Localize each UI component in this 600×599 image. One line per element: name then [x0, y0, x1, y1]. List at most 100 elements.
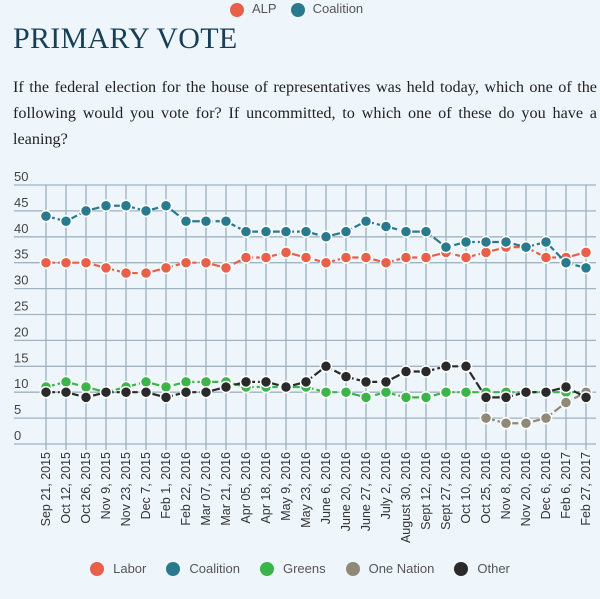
legend-label: Coalition [312, 1, 364, 16]
legend-item-labor[interactable]: Labor [90, 561, 146, 576]
legend-dot-icon [454, 561, 469, 576]
survey-question: If the federal election for the house of… [13, 78, 597, 148]
data-point-greens [439, 385, 453, 399]
top-legend-item-alp[interactable]: ALP [230, 1, 277, 17]
data-point-labor [279, 246, 293, 259]
x-tick-label: August 30, 2016 [399, 452, 413, 543]
data-point-labor [399, 251, 413, 264]
data-point-coalition [559, 256, 573, 269]
data-point-labor [339, 251, 353, 264]
legend-item-one-nation[interactable]: One Nation [345, 561, 435, 576]
x-tick-label: June 6, 2016 [319, 452, 333, 524]
data-point-coalition [339, 225, 353, 238]
data-point-other [339, 370, 353, 383]
data-point-coalition [379, 220, 393, 233]
legend-dot-icon [345, 561, 360, 576]
data-point-other [239, 375, 253, 389]
data-point-greens [59, 375, 73, 389]
data-point-labor [299, 251, 313, 264]
x-tick-label: Apr 18, 2016 [259, 452, 273, 524]
y-tick-label: 40 [14, 221, 28, 236]
x-tick-label: Nov 8, 2016 [499, 452, 513, 519]
x-tick-label: Feb 6, 2017 [559, 452, 573, 519]
data-point-labor [239, 251, 253, 264]
data-point-greens [179, 375, 193, 389]
data-point-labor [39, 256, 53, 269]
data-point-coalition [439, 240, 453, 254]
x-tick-label: Sep 21, 2015 [39, 452, 53, 526]
x-tick-label: Feb 1, 2016 [159, 452, 173, 519]
legend-label: Greens [282, 561, 326, 576]
y-tick-label: 0 [14, 428, 21, 443]
data-point-labor [199, 256, 213, 269]
x-tick-label: Sept 12, 2016 [419, 452, 433, 530]
data-point-other [139, 385, 153, 399]
data-point-greens [419, 391, 433, 404]
data-point-one-nation [559, 396, 573, 409]
data-point-greens [139, 375, 153, 389]
data-point-other [99, 385, 113, 399]
data-point-other [459, 360, 473, 373]
data-point-coalition [119, 199, 133, 212]
data-point-coalition [239, 225, 253, 238]
chart-legend: Labor Coalition Greens One Nation Other [0, 561, 600, 576]
legend-label: Coalition [189, 561, 240, 576]
data-point-labor [99, 261, 113, 275]
data-point-coalition [259, 225, 273, 238]
data-point-greens [319, 385, 333, 399]
data-point-other [319, 360, 333, 373]
y-tick-label: 20 [14, 324, 28, 339]
data-point-other [59, 385, 73, 399]
legend-item-other[interactable]: Other [454, 561, 510, 576]
data-point-labor [119, 266, 133, 280]
legend-item-coalition[interactable]: Coalition [166, 561, 240, 576]
series-line-labor [46, 246, 587, 275]
data-point-coalition [499, 235, 513, 249]
data-point-other [119, 385, 133, 399]
data-point-other [559, 380, 573, 394]
y-tick-label: 10 [14, 376, 28, 391]
top-legend-item-coalition[interactable]: Coalition [290, 1, 364, 17]
legend-dot-icon [90, 561, 105, 576]
data-point-other [159, 391, 173, 404]
x-tick-label: Nov 20, 2016 [519, 452, 533, 526]
data-point-other [259, 375, 273, 389]
data-point-greens [339, 385, 353, 399]
y-tick-label: 45 [14, 195, 28, 210]
data-point-one-nation [539, 411, 553, 425]
legend-dot-icon [259, 561, 274, 576]
data-point-coalition [579, 261, 593, 275]
x-tick-label: Mar 07, 2016 [199, 452, 213, 526]
x-tick-label: July 2, 2016 [379, 452, 393, 519]
legend-label: One Nation [368, 561, 435, 576]
data-point-other [439, 360, 453, 373]
data-point-coalition [139, 204, 153, 218]
legend-dot-icon [230, 2, 244, 17]
data-point-labor [479, 246, 493, 259]
x-tick-label: June 27, 2016 [359, 452, 373, 531]
data-point-coalition [99, 199, 113, 212]
x-tick-label: May 9, 2016 [279, 452, 293, 521]
data-point-labor [359, 251, 373, 264]
x-tick-label: June 20, 2016 [339, 452, 353, 531]
y-tick-label: 15 [14, 350, 28, 365]
data-point-other [39, 385, 53, 399]
data-point-labor [459, 251, 473, 264]
y-tick-label: 5 [14, 402, 21, 417]
data-point-other [579, 391, 593, 404]
data-point-other [219, 380, 233, 394]
legend-label: Other [477, 561, 510, 576]
series-line-other [46, 364, 587, 399]
top-legend: ALP Coalition [230, 1, 363, 17]
data-point-other [479, 391, 493, 404]
data-point-coalition [319, 230, 333, 244]
data-point-other [199, 385, 213, 399]
data-point-coalition [159, 199, 173, 212]
data-point-coalition [359, 215, 373, 228]
data-point-greens [379, 385, 393, 399]
x-tick-label: Dec 6, 2016 [539, 452, 553, 519]
legend-item-greens[interactable]: Greens [259, 561, 326, 576]
data-point-coalition [199, 215, 213, 228]
legend-dot-icon [166, 561, 181, 576]
